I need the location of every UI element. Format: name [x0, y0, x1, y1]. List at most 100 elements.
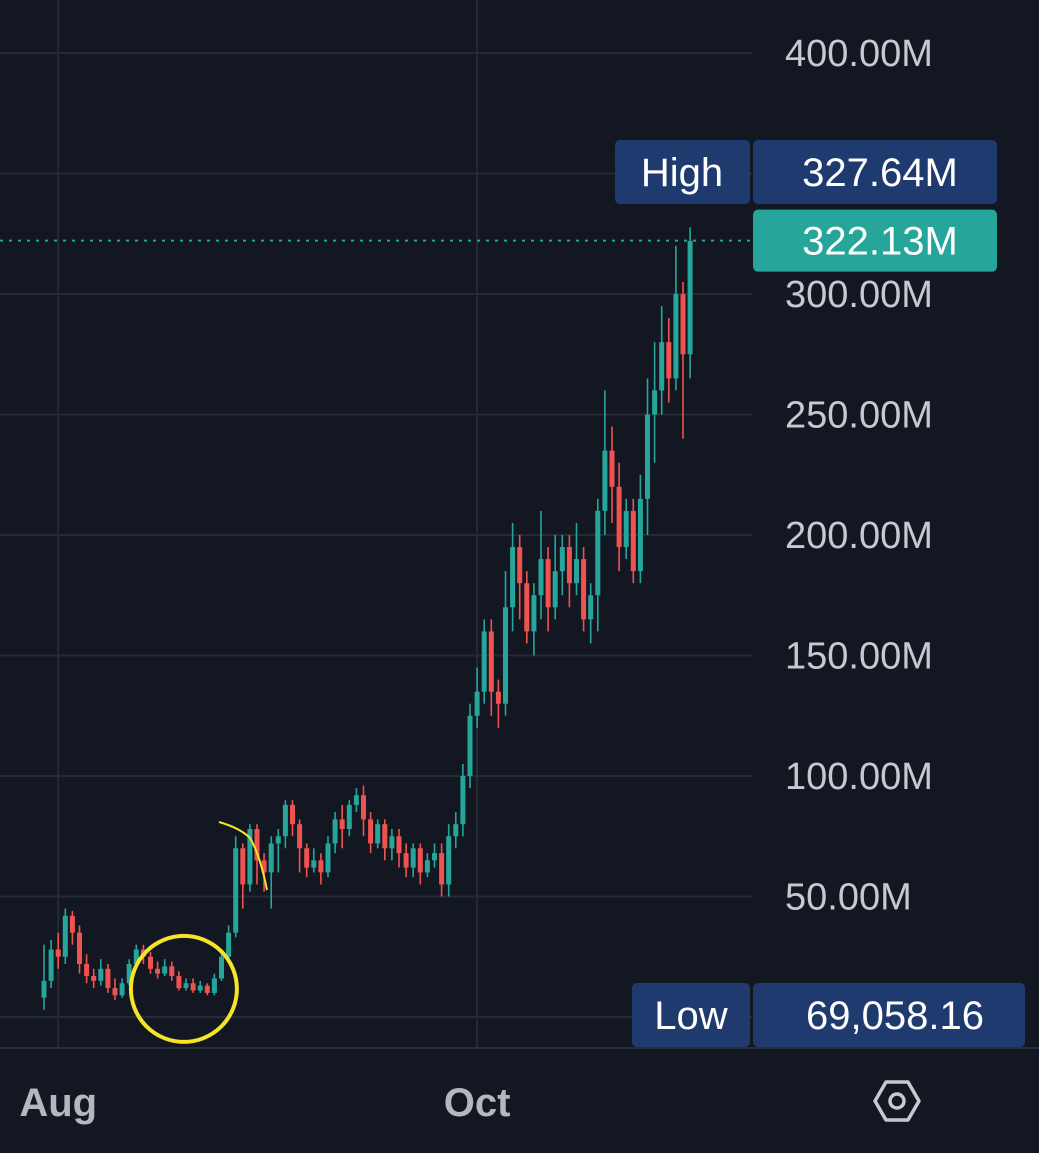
time-axis[interactable]: Aug Oct	[19, 1081, 510, 1125]
candle-body	[98, 968, 104, 981]
candle-body	[219, 956, 224, 979]
candle-body	[666, 342, 672, 379]
candle	[559, 535, 565, 596]
candle-body	[325, 843, 331, 873]
candle	[91, 968, 97, 989]
low-tag-label: Low	[654, 994, 727, 1038]
candle	[446, 824, 452, 897]
candle-body	[588, 595, 594, 620]
candle	[112, 978, 118, 1001]
candle-body	[55, 949, 61, 957]
candle	[495, 679, 501, 728]
candle-body	[637, 498, 643, 572]
candle	[105, 963, 111, 993]
candle	[637, 474, 643, 584]
candle	[339, 804, 345, 849]
candles	[41, 227, 693, 1010]
candle	[382, 819, 388, 861]
candle	[574, 522, 579, 596]
candle-body	[261, 860, 267, 873]
candle-body	[233, 848, 239, 933]
candle-body	[62, 915, 68, 957]
candle	[609, 426, 615, 523]
candle	[69, 910, 75, 945]
low-tag-bg	[632, 983, 750, 1047]
candle-body	[247, 829, 253, 885]
candle-body	[190, 983, 196, 991]
candle-body	[673, 294, 679, 379]
candle-body	[346, 804, 352, 830]
candle	[545, 547, 551, 632]
candle-body	[396, 836, 402, 854]
x-tick-label: Oct	[444, 1081, 511, 1125]
candle	[176, 971, 182, 991]
annotations	[128, 821, 268, 1044]
candle	[481, 619, 487, 704]
candle	[659, 306, 665, 415]
candle-body	[48, 949, 54, 981]
y-tick-label: 250.00M	[785, 395, 933, 437]
candle-body	[112, 988, 118, 996]
candle	[687, 227, 693, 379]
candle-body	[538, 559, 544, 596]
candle	[410, 843, 416, 878]
candle	[581, 547, 587, 632]
candle-body	[282, 804, 288, 837]
candle	[680, 281, 686, 439]
settings-icon[interactable]	[873, 1080, 921, 1122]
candle	[247, 824, 253, 892]
candle-body	[531, 595, 537, 632]
candle-body	[680, 294, 686, 355]
candle-body	[204, 985, 210, 993]
candle-body	[432, 853, 437, 861]
candle-body	[126, 963, 132, 984]
x-tick-label: Aug	[19, 1081, 97, 1125]
low-value-bg	[753, 983, 1025, 1047]
candle-body	[332, 819, 338, 844]
candle-body	[687, 240, 693, 355]
candle-body	[424, 860, 430, 873]
candle	[595, 498, 601, 632]
candle-body	[595, 510, 601, 596]
candle-body	[630, 510, 636, 572]
candle	[467, 703, 473, 789]
candle	[353, 788, 359, 813]
candle	[190, 978, 196, 993]
candle-body	[659, 342, 665, 391]
y-tick-label: 50.00M	[785, 877, 912, 919]
candle	[126, 959, 132, 986]
candle-body	[84, 963, 90, 977]
candle	[84, 954, 90, 984]
candle	[517, 535, 523, 620]
candle-body	[467, 715, 473, 776]
candle-body	[169, 966, 175, 977]
low-label-box: Low 69,058.16	[632, 983, 1025, 1047]
candle-body	[389, 836, 395, 849]
candle	[233, 836, 239, 938]
candle-body	[460, 776, 466, 825]
price-axis[interactable]: 50.00M 100.00M 150.00M 200.00M 250.00M 300.00…	[785, 33, 933, 919]
candle	[552, 535, 558, 620]
candle	[197, 980, 203, 993]
candle	[290, 800, 295, 837]
candle	[155, 961, 161, 979]
candle-body	[290, 804, 295, 825]
candle-body	[616, 486, 622, 548]
candle	[673, 245, 679, 391]
candle-body	[552, 571, 558, 608]
high-value: 327.64M	[802, 151, 958, 195]
candle	[424, 853, 430, 878]
candle-body	[446, 836, 452, 885]
candle-body	[119, 983, 125, 996]
annotation-stroke	[218, 821, 268, 891]
candle	[98, 959, 104, 986]
candle	[162, 959, 168, 977]
candle-body	[297, 824, 303, 849]
candle-body	[240, 848, 246, 885]
candle	[432, 843, 437, 868]
candle	[275, 829, 281, 873]
y-tick-label: 400.00M	[785, 33, 933, 75]
candle-body	[559, 547, 565, 572]
candle	[630, 498, 636, 584]
